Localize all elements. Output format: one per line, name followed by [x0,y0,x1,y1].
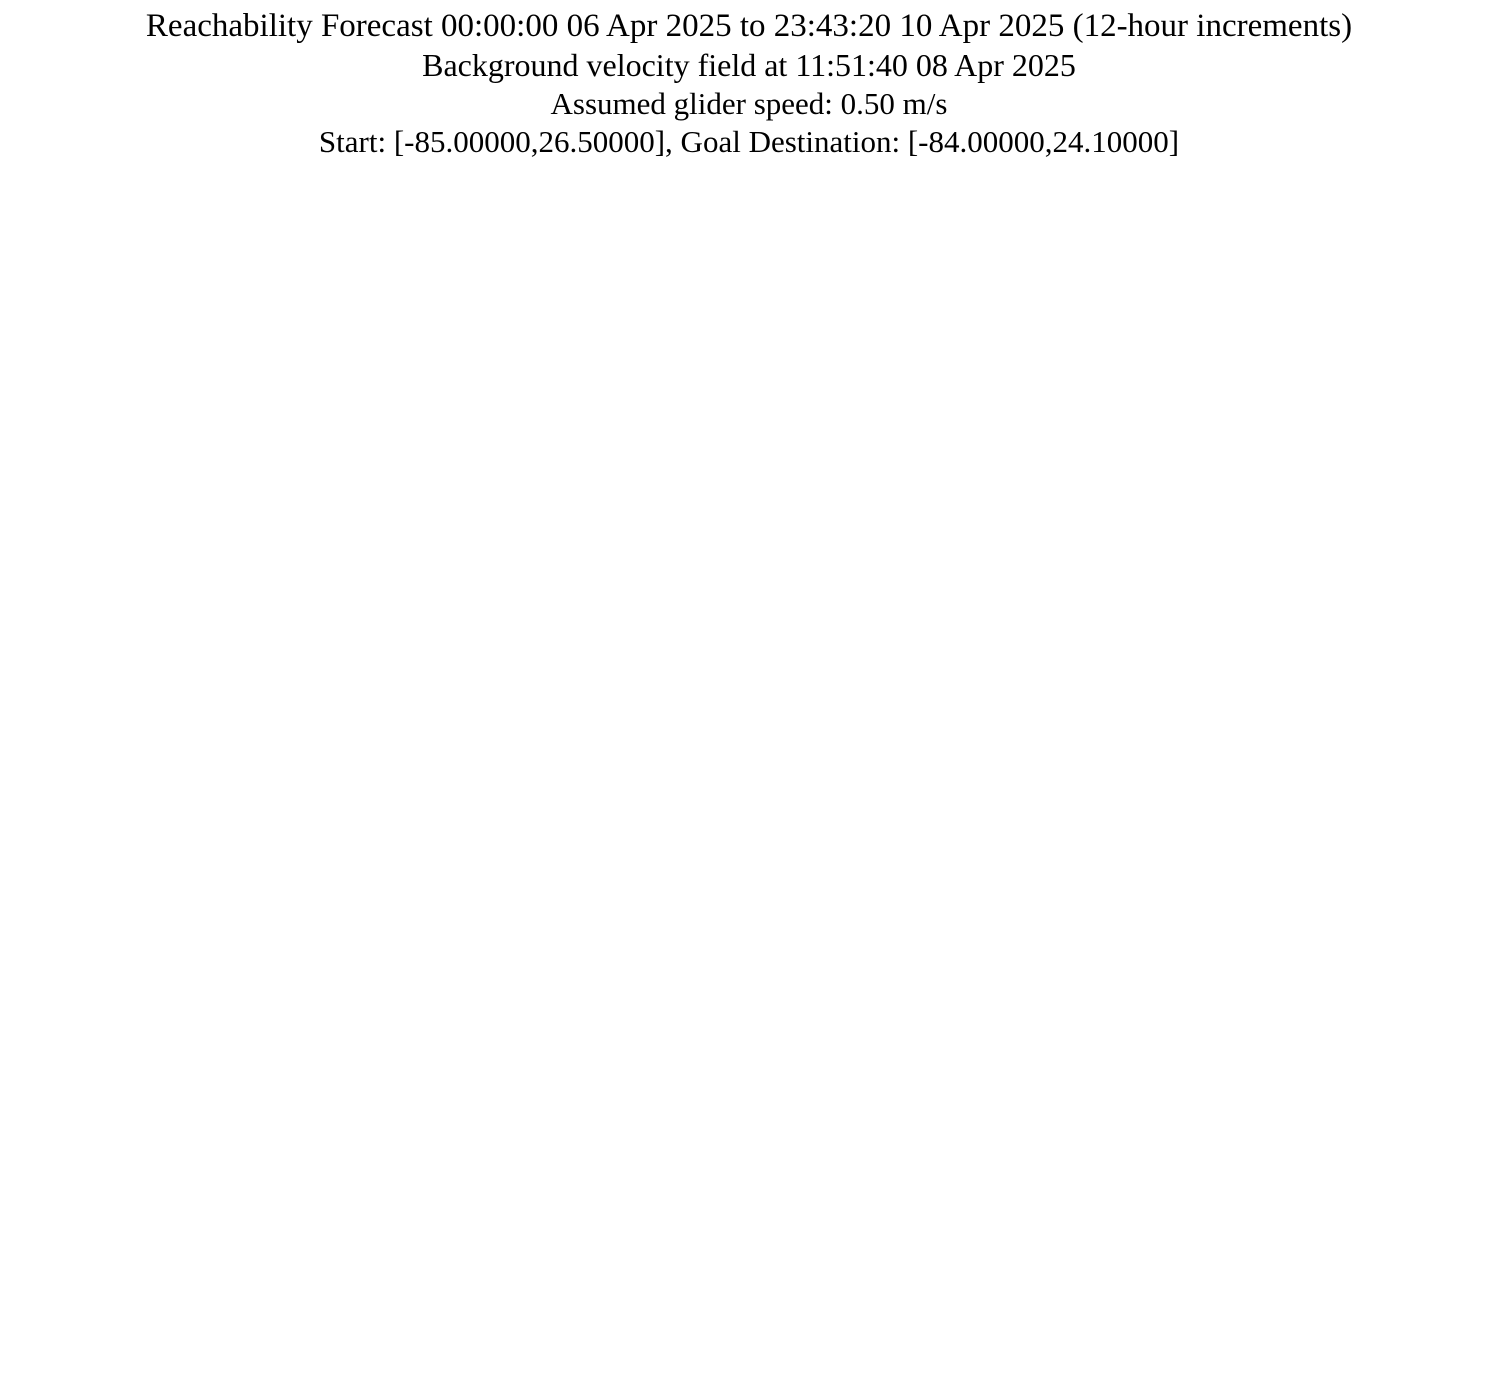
title-line-1: Reachability Forecast 00:00:00 06 Apr 20… [145,8,1353,44]
title-line-2: Background velocity field at 11:51:40 08… [422,47,1076,83]
title-line-4: Start: [-85.00000,26.50000], Goal Destin… [318,124,1180,159]
title-line-3: Assumed glider speed: 0.50 m/s [550,86,948,121]
